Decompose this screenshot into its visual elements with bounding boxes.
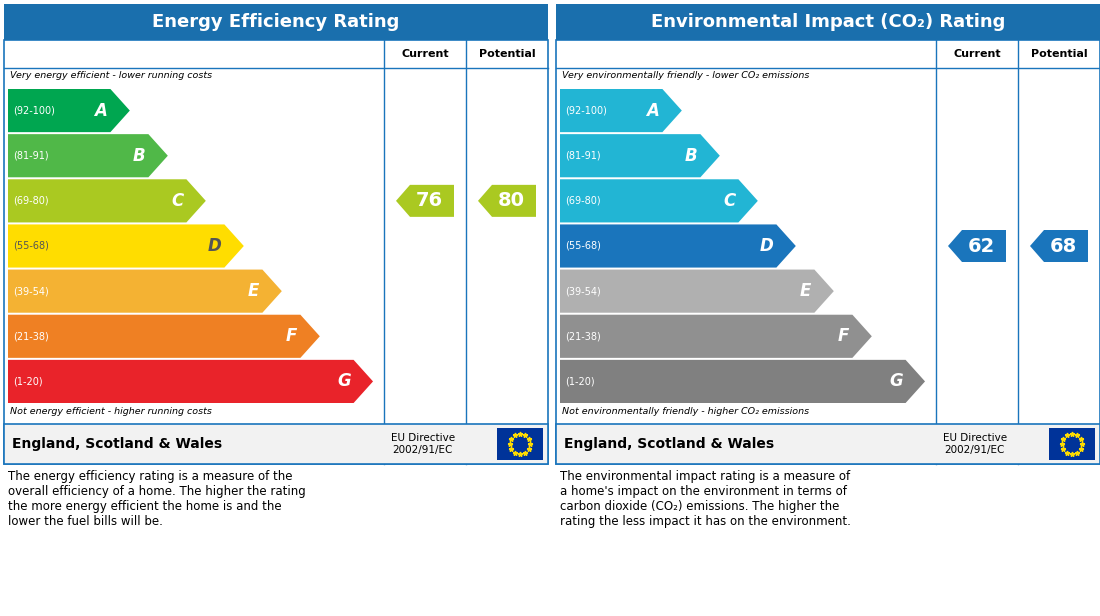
Text: (1-20): (1-20) <box>13 376 43 386</box>
Text: F: F <box>838 327 849 346</box>
Text: The environmental impact rating is a measure of
a home's impact on the environme: The environmental impact rating is a mea… <box>560 470 851 528</box>
Text: Potential: Potential <box>1031 49 1087 59</box>
Polygon shape <box>8 134 168 177</box>
Text: England, Scotland & Wales: England, Scotland & Wales <box>564 437 774 451</box>
FancyBboxPatch shape <box>1049 428 1094 460</box>
Text: Not environmentally friendly - higher CO₂ emissions: Not environmentally friendly - higher CO… <box>562 407 810 416</box>
Text: Environmental Impact (CO₂) Rating: Environmental Impact (CO₂) Rating <box>651 13 1005 31</box>
Text: D: D <box>208 237 221 255</box>
Text: F: F <box>286 327 297 346</box>
Text: C: C <box>172 192 184 210</box>
Text: England, Scotland & Wales: England, Scotland & Wales <box>12 437 222 451</box>
Text: A: A <box>647 102 659 120</box>
Text: E: E <box>800 282 812 300</box>
Text: 62: 62 <box>967 237 994 256</box>
Text: 68: 68 <box>1049 237 1077 256</box>
Text: (92-100): (92-100) <box>565 105 607 116</box>
Text: E: E <box>248 282 260 300</box>
Text: (21-38): (21-38) <box>13 331 48 341</box>
Text: The energy efficiency rating is a measure of the
overall efficiency of a home. T: The energy efficiency rating is a measur… <box>8 470 306 528</box>
Polygon shape <box>560 134 719 177</box>
Text: D: D <box>760 237 773 255</box>
FancyBboxPatch shape <box>556 424 1100 464</box>
FancyBboxPatch shape <box>4 40 548 464</box>
Polygon shape <box>8 89 130 132</box>
Text: B: B <box>133 147 145 164</box>
Text: (1-20): (1-20) <box>565 376 595 386</box>
Polygon shape <box>560 89 682 132</box>
Text: (69-80): (69-80) <box>565 196 601 206</box>
Polygon shape <box>8 360 373 403</box>
Text: Potential: Potential <box>478 49 536 59</box>
FancyBboxPatch shape <box>4 424 548 464</box>
Polygon shape <box>8 315 320 358</box>
Text: (81-91): (81-91) <box>13 151 48 161</box>
FancyBboxPatch shape <box>556 40 1100 464</box>
Text: (39-54): (39-54) <box>565 286 601 296</box>
Polygon shape <box>560 315 872 358</box>
Text: EU Directive
2002/91/EC: EU Directive 2002/91/EC <box>390 433 455 455</box>
Text: 80: 80 <box>497 192 525 210</box>
FancyBboxPatch shape <box>497 428 543 460</box>
Polygon shape <box>948 230 1006 262</box>
Polygon shape <box>8 179 206 222</box>
FancyBboxPatch shape <box>556 4 1100 40</box>
Text: Current: Current <box>402 49 449 59</box>
Text: B: B <box>685 147 697 164</box>
Text: (39-54): (39-54) <box>13 286 48 296</box>
Text: Very environmentally friendly - lower CO₂ emissions: Very environmentally friendly - lower CO… <box>562 71 810 80</box>
FancyBboxPatch shape <box>4 4 548 40</box>
Text: Very energy efficient - lower running costs: Very energy efficient - lower running co… <box>10 71 212 80</box>
Text: (55-68): (55-68) <box>565 241 601 251</box>
Text: G: G <box>337 373 351 391</box>
Polygon shape <box>1030 230 1088 262</box>
Polygon shape <box>478 185 536 217</box>
Text: A: A <box>95 102 108 120</box>
Text: Energy Efficiency Rating: Energy Efficiency Rating <box>152 13 399 31</box>
Polygon shape <box>8 270 282 313</box>
Text: C: C <box>723 192 736 210</box>
Polygon shape <box>560 270 834 313</box>
Text: Current: Current <box>954 49 1001 59</box>
Text: (92-100): (92-100) <box>13 105 55 116</box>
Text: (81-91): (81-91) <box>565 151 601 161</box>
Polygon shape <box>560 179 758 222</box>
Text: EU Directive
2002/91/EC: EU Directive 2002/91/EC <box>943 433 1006 455</box>
Text: Not energy efficient - higher running costs: Not energy efficient - higher running co… <box>10 407 212 416</box>
Polygon shape <box>8 224 244 267</box>
Polygon shape <box>560 224 795 267</box>
Text: (55-68): (55-68) <box>13 241 48 251</box>
Text: (69-80): (69-80) <box>13 196 48 206</box>
Polygon shape <box>396 185 454 217</box>
Text: 76: 76 <box>416 192 442 210</box>
Text: G: G <box>889 373 903 391</box>
Polygon shape <box>560 360 925 403</box>
Text: (21-38): (21-38) <box>565 331 601 341</box>
